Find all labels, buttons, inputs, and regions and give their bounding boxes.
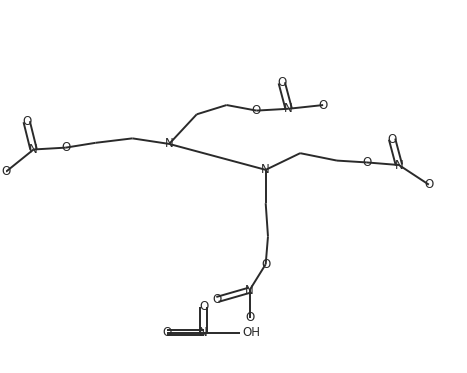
Text: O: O [318, 98, 328, 112]
Text: OH: OH [243, 326, 261, 339]
Text: N: N [199, 326, 208, 339]
Text: N: N [284, 102, 293, 115]
Text: O: O [252, 104, 261, 117]
Text: O: O [162, 326, 171, 339]
Text: N: N [29, 143, 38, 156]
Text: N: N [245, 283, 254, 297]
Text: O: O [388, 133, 396, 145]
Text: O: O [245, 311, 254, 325]
Text: O: O [261, 258, 270, 271]
Text: O: O [199, 300, 208, 313]
Text: N: N [165, 137, 174, 150]
Text: O: O [277, 76, 286, 90]
Text: O: O [213, 293, 222, 306]
Text: O: O [61, 141, 71, 154]
Text: O: O [22, 115, 31, 128]
Text: O: O [1, 165, 11, 178]
Text: O: O [362, 156, 371, 169]
Text: N: N [395, 159, 403, 172]
Text: O: O [424, 178, 433, 191]
Text: N: N [262, 163, 270, 176]
